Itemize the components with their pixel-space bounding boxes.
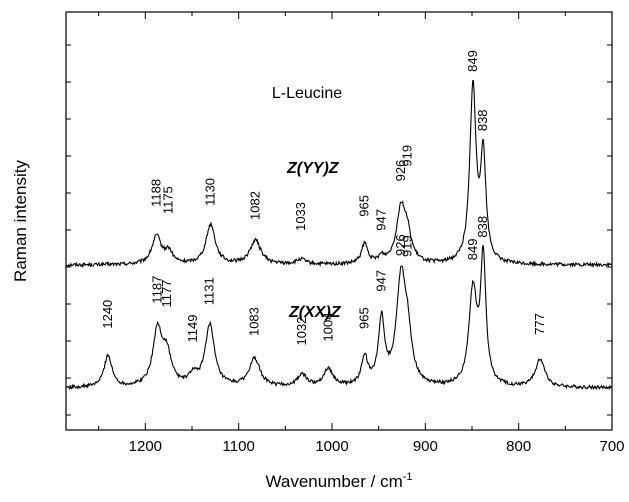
peak-label: 926 — [393, 160, 408, 182]
spectrum-line-yy — [65, 79, 613, 269]
peak-label: 1149 — [185, 315, 200, 343]
peak-label: 1175 — [161, 186, 176, 214]
spectrum-line-xx — [65, 245, 613, 391]
x-axis-title: Wavenumber / cm-1 — [265, 471, 412, 491]
series-label-yy: Z(YY)Z — [286, 160, 340, 177]
series-label-xx: Z(XX)Z — [288, 304, 342, 321]
peak-label: 777 — [532, 313, 547, 335]
peak-label: 947 — [373, 270, 388, 292]
peak-label: 965 — [357, 307, 372, 329]
peak-label: 1033 — [293, 202, 308, 231]
peak-label: 919 — [400, 235, 415, 257]
peak-label: 1240 — [100, 300, 115, 329]
peak-label: 1187 — [149, 276, 164, 304]
peak-label: 947 — [373, 209, 388, 231]
peak-label: 838 — [475, 109, 490, 131]
x-axis-title-main: Wavenumber / cm — [265, 472, 402, 491]
peak-label: 849 — [465, 50, 480, 72]
x-axis-title-superscript: -1 — [403, 471, 413, 483]
peak-label: 1131 — [202, 277, 217, 305]
x-tick-label: 1000 — [315, 438, 348, 455]
plot-frame — [65, 11, 613, 431]
y-axis-title: Raman intensity — [11, 160, 30, 282]
chart-title: L-Leucine — [272, 85, 342, 102]
peak-label: 849 — [465, 239, 480, 261]
peak-label: 1188 — [149, 179, 164, 207]
peak-label: 1004 — [320, 313, 335, 342]
peak-label: 1032 — [294, 317, 309, 346]
peak-label: 919 — [400, 145, 415, 167]
ticks-layer: 1200 1100 1000 900 800 700 — [66, 12, 625, 455]
x-tick-label: 1200 — [129, 438, 162, 455]
series-layer — [65, 79, 613, 391]
x-tick-label: 800 — [506, 438, 531, 455]
peak-label: 1082 — [247, 191, 262, 220]
peak-label: 926 — [393, 234, 408, 256]
x-tick-label: 700 — [599, 438, 624, 455]
peak-label: 1177 — [159, 280, 174, 308]
peak-label: 965 — [357, 195, 372, 217]
x-tick-label: 1100 — [223, 438, 255, 455]
peak-label: 838 — [475, 216, 490, 238]
peak-label: 1083 — [247, 307, 262, 336]
x-tick-label: 900 — [413, 438, 438, 455]
peak-label: 1130 — [203, 178, 218, 206]
